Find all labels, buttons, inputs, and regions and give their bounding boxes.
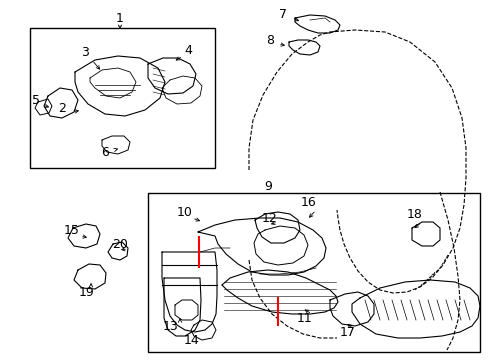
Text: 7: 7: [279, 8, 286, 21]
Text: 12: 12: [262, 211, 277, 225]
Text: 17: 17: [339, 327, 355, 339]
Text: 15: 15: [64, 225, 80, 238]
Text: 3: 3: [81, 45, 89, 58]
Text: 20: 20: [112, 238, 128, 252]
Text: 5: 5: [32, 94, 40, 107]
Text: 6: 6: [101, 145, 109, 158]
Bar: [148, 193, 479, 352]
Text: 18: 18: [406, 208, 422, 221]
Text: 4: 4: [183, 44, 192, 57]
Text: 16: 16: [301, 197, 316, 210]
Text: 1: 1: [116, 12, 123, 24]
Text: 14: 14: [184, 334, 200, 347]
Text: 9: 9: [264, 180, 271, 193]
Text: 8: 8: [265, 33, 273, 46]
Text: 13: 13: [163, 320, 179, 333]
Text: 10: 10: [177, 207, 193, 220]
Text: 19: 19: [79, 287, 95, 300]
Text: 11: 11: [297, 311, 312, 324]
Text: 2: 2: [58, 102, 66, 114]
Bar: [30, 28, 215, 168]
